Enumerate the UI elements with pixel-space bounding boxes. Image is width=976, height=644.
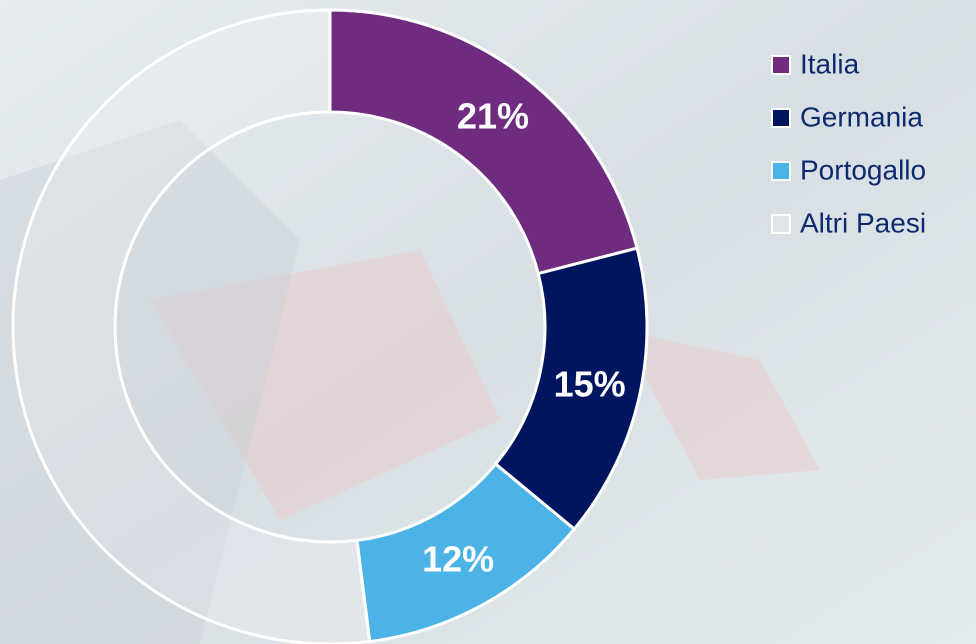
- legend-swatch: [772, 56, 790, 74]
- legend-label: Germania: [800, 101, 923, 132]
- legend-swatch: [772, 215, 790, 233]
- chart: 21% 15% 12% Italia Germania Portogallo Altri …: [0, 0, 976, 644]
- data-label: 21%: [457, 95, 529, 136]
- data-label: 15%: [554, 364, 626, 405]
- legend-swatch: [772, 109, 790, 127]
- legend-swatch: [772, 162, 790, 180]
- data-label: 12%: [422, 539, 494, 580]
- legend-label: Italia: [800, 48, 860, 79]
- legend-label: Altri Paesi: [800, 207, 926, 238]
- legend-label: Portogallo: [800, 154, 926, 185]
